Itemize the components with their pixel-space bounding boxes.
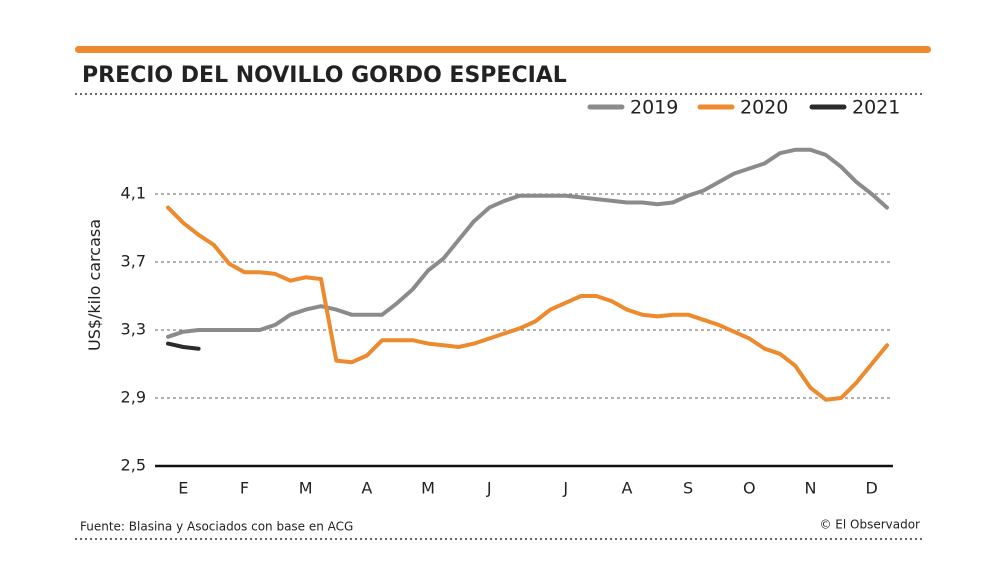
x-tick-label: A (621, 479, 632, 498)
y-tick-label: 3,7 (121, 252, 146, 271)
y-tick-label: 3,3 (121, 320, 146, 339)
x-tick-label: M (421, 479, 435, 498)
chart-title: PRECIO DEL NOVILLO GORDO ESPECIAL (82, 63, 567, 88)
legend-label: 2021 (852, 97, 900, 119)
legend-label: 2020 (740, 97, 788, 119)
x-tick-label: A (361, 479, 372, 498)
top-bar (75, 46, 931, 53)
legend-label: 2019 (630, 97, 678, 119)
x-tick-label: J (486, 479, 492, 498)
x-tick-label: M (299, 479, 313, 498)
y-tick-label: 2,5 (121, 456, 146, 475)
x-tick-label: S (683, 479, 693, 498)
x-tick-label: N (805, 479, 817, 498)
y-tick-label: 2,9 (121, 388, 146, 407)
x-tick-label: F (240, 479, 249, 498)
x-tick-label: O (743, 479, 756, 498)
credit: © El Observador (819, 518, 920, 532)
x-tick-label: E (178, 479, 188, 498)
y-axis-title: US$/kilo carcasa (85, 219, 104, 351)
series-line (166, 341, 201, 351)
y-tick-label: 4,1 (121, 184, 146, 203)
series-line (166, 147, 889, 339)
series-line (166, 205, 889, 402)
x-tick-label: J (562, 479, 568, 498)
source: Fuente: Blasina y Asociados con base en … (80, 520, 353, 534)
x-tick-label: D (866, 479, 878, 498)
